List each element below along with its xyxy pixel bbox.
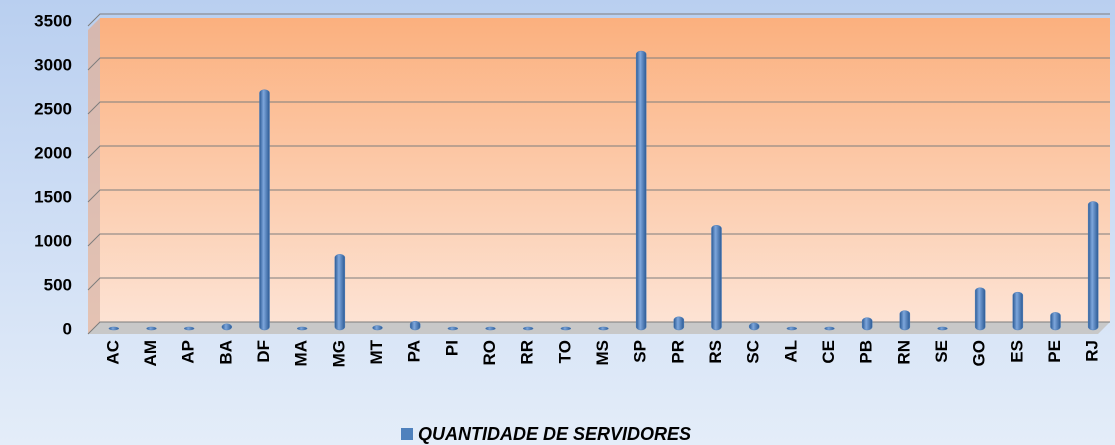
bar	[183, 326, 195, 331]
x-tick-label: PA	[405, 340, 424, 362]
bar	[522, 326, 534, 331]
bar	[447, 326, 459, 331]
y-tick-label: 1500	[34, 187, 72, 206]
x-tick-label: RN	[894, 340, 913, 365]
bar	[786, 326, 798, 331]
x-tick-label: PE	[1045, 340, 1064, 363]
bar	[1087, 201, 1099, 331]
bar	[711, 225, 722, 331]
x-tick-label: BA	[216, 340, 235, 365]
y-tick-label: 1000	[34, 231, 72, 250]
bar	[824, 326, 835, 331]
y-tick-label: 0	[63, 319, 72, 338]
bar	[485, 326, 496, 331]
x-tick-label: RS	[706, 340, 725, 364]
x-tick-label: GO	[970, 340, 989, 366]
grid-line	[87, 57, 1110, 71]
x-tick-label: RO	[480, 340, 499, 366]
y-tick-label: 2500	[34, 99, 72, 118]
x-tick-label: PR	[668, 340, 687, 364]
grid-line	[87, 13, 1110, 27]
x-tick-label: AC	[103, 340, 122, 365]
y-tick-label: 3500	[34, 11, 72, 30]
bar	[598, 326, 609, 331]
bar	[635, 50, 647, 331]
x-tick-label: MA	[292, 340, 311, 366]
bar	[221, 323, 233, 331]
bar	[334, 254, 346, 331]
x-tick-label: AP	[179, 340, 198, 364]
x-tick-label: SC	[744, 340, 763, 364]
bar	[372, 325, 383, 331]
x-tick-label: SP	[631, 340, 650, 363]
bar	[937, 326, 948, 331]
bar	[560, 326, 572, 331]
bar	[146, 326, 157, 331]
bar	[259, 89, 270, 331]
x-tick-label: RR	[518, 340, 537, 365]
bar	[861, 317, 873, 331]
x-tick-label: RJ	[1083, 340, 1102, 362]
bar	[748, 322, 760, 331]
grid-line	[87, 145, 1110, 159]
y-tick-label: 2000	[34, 143, 72, 162]
x-tick-label: TO	[555, 340, 574, 363]
bar	[296, 326, 308, 331]
plot-area	[100, 18, 1110, 322]
x-tick-label: MT	[367, 339, 386, 364]
x-tick-label: MS	[593, 340, 612, 366]
bar	[974, 287, 986, 331]
x-tick-label: CE	[819, 340, 838, 364]
bar	[108, 326, 120, 331]
x-tick-label: MG	[329, 340, 348, 367]
x-tick-label: PB	[857, 340, 876, 364]
x-tick-label: AL	[781, 340, 800, 363]
x-tick-label: DF	[254, 340, 273, 363]
grid-line	[87, 277, 1110, 291]
bar	[1012, 291, 1024, 331]
x-tick-label: AM	[141, 340, 160, 366]
bar	[1050, 312, 1061, 331]
grid-line	[87, 101, 1110, 115]
y-tick-label: 3000	[34, 55, 72, 74]
legend: QUANTIDADE DE SERVIDORES	[401, 424, 691, 444]
bar	[409, 320, 421, 331]
x-tick-label: ES	[1007, 340, 1026, 363]
y-tick-label: 500	[44, 275, 72, 294]
grid-line	[87, 189, 1110, 203]
grid-line	[87, 321, 1110, 335]
bar	[899, 310, 911, 331]
x-tick-label: SE	[932, 340, 951, 363]
x-tick-label: PI	[442, 340, 461, 356]
legend-swatch	[401, 428, 413, 440]
bar	[673, 316, 685, 331]
grid-line	[87, 233, 1110, 247]
legend-label: QUANTIDADE DE SERVIDORES	[418, 424, 691, 444]
